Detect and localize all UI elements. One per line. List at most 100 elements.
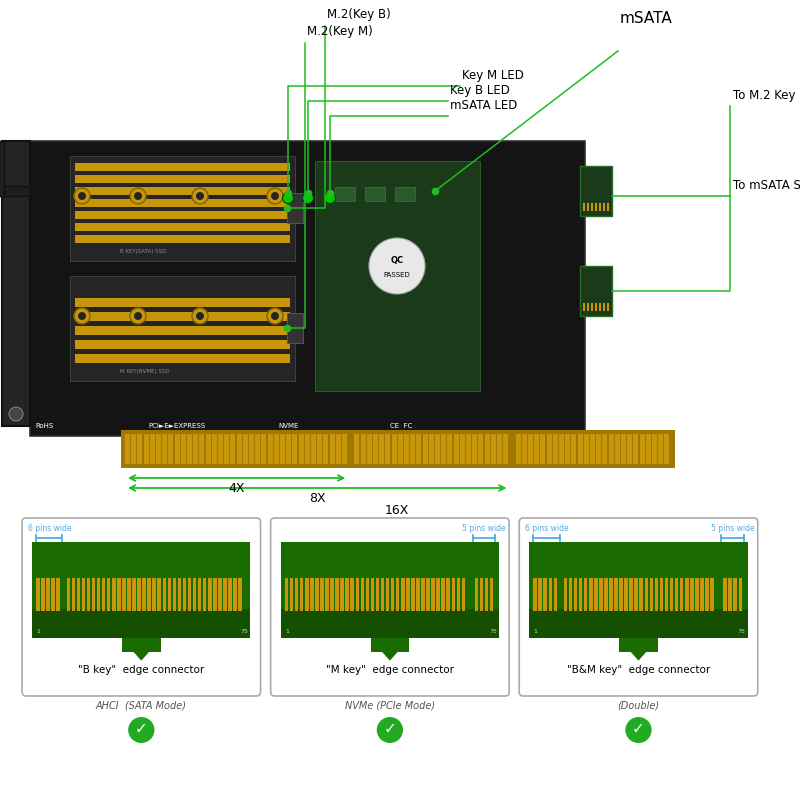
Bar: [734, 578, 737, 611]
Bar: [594, 578, 598, 611]
Bar: [422, 578, 425, 611]
Bar: [404, 434, 409, 464]
Bar: [602, 434, 607, 464]
Bar: [286, 434, 291, 464]
Bar: [102, 578, 106, 611]
Bar: [66, 578, 70, 611]
Bar: [182, 578, 186, 611]
Bar: [138, 578, 141, 611]
Bar: [646, 434, 651, 464]
Bar: [615, 434, 620, 464]
Bar: [583, 303, 585, 311]
Bar: [503, 434, 508, 464]
Bar: [167, 578, 171, 611]
Text: Key M LED: Key M LED: [462, 69, 524, 82]
Bar: [75, 298, 290, 307]
Bar: [285, 578, 288, 611]
Bar: [317, 434, 322, 464]
Circle shape: [130, 308, 146, 324]
Bar: [578, 434, 582, 464]
Bar: [230, 434, 235, 464]
Bar: [121, 430, 674, 468]
Bar: [355, 578, 359, 611]
Text: 6 pins wide: 6 pins wide: [525, 525, 568, 534]
Bar: [262, 434, 266, 464]
Bar: [436, 578, 440, 611]
Bar: [242, 434, 248, 464]
Bar: [298, 434, 303, 464]
Bar: [376, 578, 379, 611]
Bar: [75, 354, 290, 363]
Bar: [315, 578, 318, 611]
Text: (Double): (Double): [618, 701, 659, 711]
Bar: [75, 312, 290, 321]
Bar: [619, 638, 658, 651]
Bar: [290, 578, 294, 611]
Bar: [127, 578, 130, 611]
Bar: [82, 578, 86, 611]
Bar: [627, 434, 632, 464]
Bar: [591, 303, 593, 311]
Circle shape: [302, 193, 314, 203]
Bar: [645, 578, 648, 611]
Bar: [639, 578, 643, 611]
Bar: [478, 434, 483, 464]
Bar: [490, 434, 496, 464]
Circle shape: [9, 407, 23, 421]
Bar: [212, 434, 217, 464]
Bar: [609, 578, 613, 611]
Circle shape: [196, 312, 204, 320]
Bar: [446, 578, 450, 611]
Circle shape: [78, 192, 86, 200]
Bar: [125, 434, 130, 464]
Bar: [117, 578, 121, 611]
Bar: [86, 578, 90, 611]
Bar: [92, 578, 95, 611]
Bar: [596, 434, 602, 464]
Bar: [143, 434, 149, 464]
Text: ✓: ✓: [135, 722, 148, 737]
Text: To M.2 Key B SSD: To M.2 Key B SSD: [733, 89, 800, 102]
Bar: [386, 434, 390, 464]
Bar: [391, 578, 394, 611]
Bar: [538, 578, 542, 611]
Bar: [199, 434, 204, 464]
Circle shape: [74, 188, 90, 204]
Bar: [386, 578, 390, 611]
Bar: [32, 609, 250, 638]
Bar: [379, 434, 384, 464]
Circle shape: [130, 188, 146, 204]
Circle shape: [325, 193, 335, 203]
Text: 75: 75: [241, 629, 248, 634]
Bar: [138, 434, 142, 464]
Text: mSATA LED: mSATA LED: [450, 99, 518, 112]
Bar: [267, 434, 273, 464]
Bar: [553, 434, 558, 464]
Text: NVME: NVME: [278, 423, 298, 429]
Bar: [75, 163, 290, 171]
Polygon shape: [382, 651, 398, 661]
Text: Key B LED: Key B LED: [450, 84, 510, 97]
Bar: [587, 303, 589, 311]
Bar: [569, 578, 572, 611]
Bar: [695, 578, 698, 611]
Bar: [680, 578, 683, 611]
Bar: [584, 434, 589, 464]
Bar: [571, 434, 576, 464]
Bar: [238, 578, 242, 611]
Bar: [614, 578, 618, 611]
Bar: [237, 434, 242, 464]
Text: 1: 1: [285, 629, 289, 634]
Bar: [599, 303, 601, 311]
Bar: [75, 175, 290, 183]
Text: AHCI  (SATA Mode): AHCI (SATA Mode): [96, 701, 187, 711]
Circle shape: [134, 192, 142, 200]
Bar: [466, 434, 471, 464]
Bar: [599, 203, 601, 211]
Bar: [346, 578, 349, 611]
Bar: [75, 187, 290, 195]
Bar: [365, 187, 385, 201]
Circle shape: [626, 717, 652, 743]
Bar: [429, 434, 434, 464]
Bar: [490, 578, 494, 611]
